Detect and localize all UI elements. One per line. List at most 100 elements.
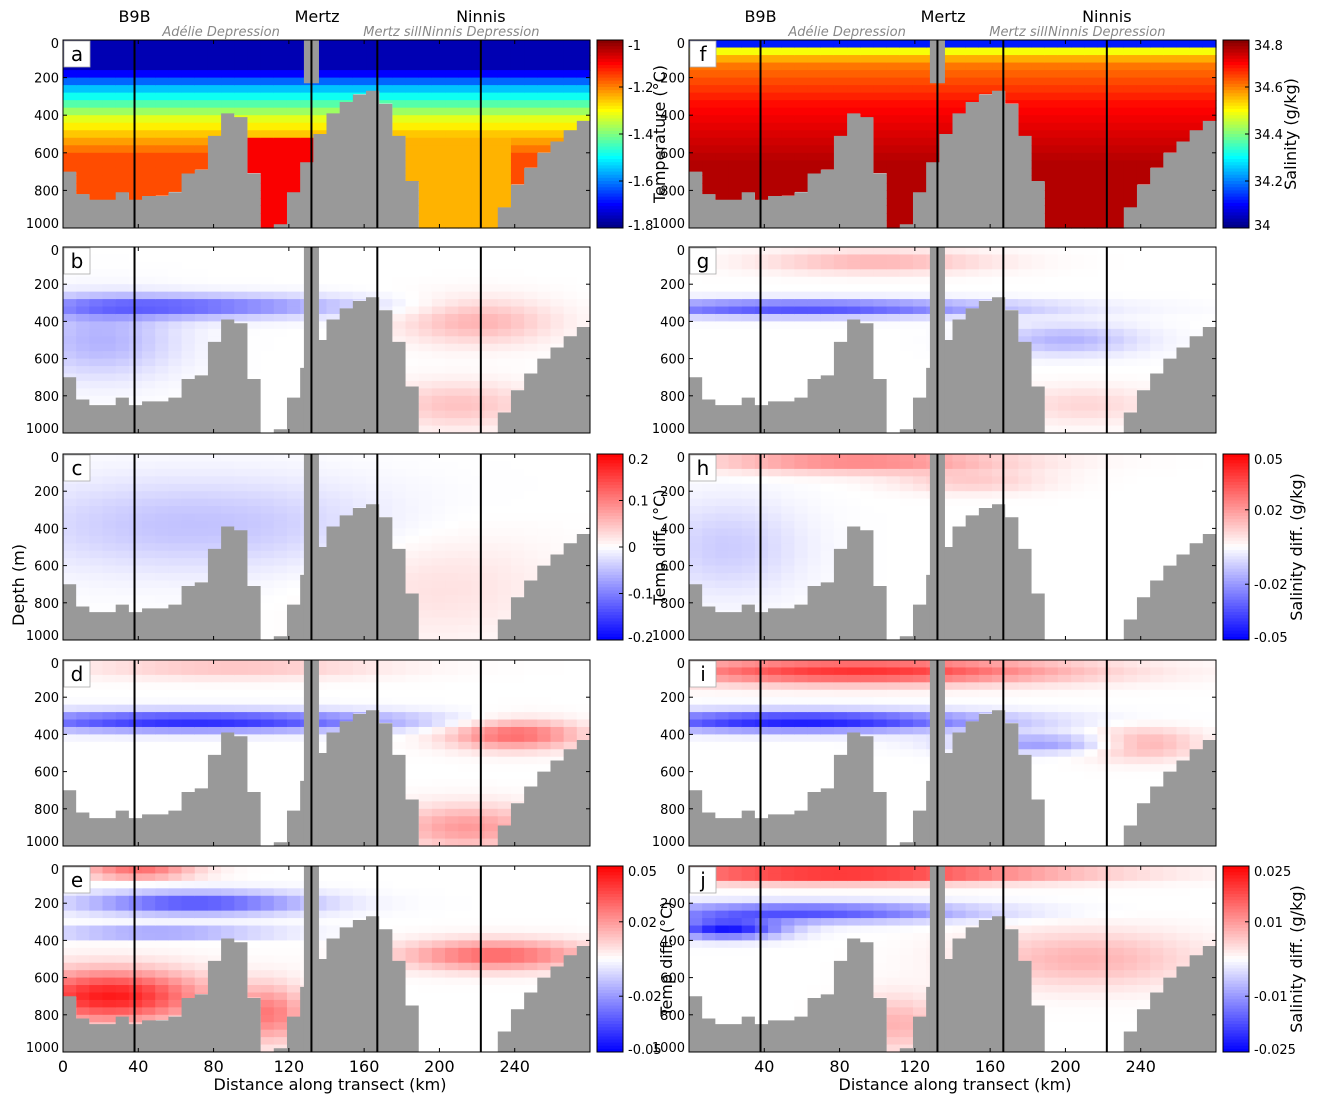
- field-cell: [1202, 107, 1217, 116]
- field-cell: [445, 667, 459, 676]
- field-cell: [563, 520, 578, 529]
- field-cell: [899, 220, 914, 226]
- field-cell: [912, 107, 927, 116]
- field-cell: [352, 269, 367, 278]
- field-cell: [754, 130, 769, 139]
- field-cell: [702, 358, 716, 367]
- field-cell: [471, 182, 486, 191]
- field-cell: [102, 558, 117, 567]
- field-cell: [1150, 137, 1164, 146]
- field-cell: [497, 880, 512, 889]
- field-cell: [128, 816, 143, 819]
- field-cell: [458, 160, 473, 169]
- field-cell: [168, 947, 183, 956]
- field-cell: [1110, 190, 1125, 199]
- field-cell: [510, 122, 525, 131]
- field-cell: [234, 712, 249, 721]
- field-cell: [102, 793, 117, 802]
- field-cell: [326, 247, 341, 256]
- field-cell: [431, 483, 446, 492]
- field-cell: [445, 77, 459, 86]
- field-cell: [741, 261, 756, 270]
- field-cell: [89, 704, 104, 713]
- field-cell: [715, 366, 730, 375]
- field-cell: [260, 771, 275, 780]
- field-cell: [807, 373, 822, 381]
- field-cell: [445, 395, 459, 404]
- field-cell: [550, 454, 565, 463]
- field-cell: [102, 92, 117, 101]
- field-cell: [181, 535, 196, 544]
- field-cell: [326, 40, 341, 49]
- field-cell: [458, 587, 473, 596]
- field-cell: [484, 130, 499, 139]
- field-cell: [326, 697, 341, 706]
- field-cell: [715, 328, 730, 337]
- field-cell: [247, 741, 262, 750]
- field-cell: [260, 47, 275, 56]
- field-cell: [89, 734, 104, 743]
- field-cell: [76, 130, 90, 139]
- field-cell: [458, 513, 473, 522]
- field-cell: [128, 40, 143, 49]
- field-cell: [445, 299, 459, 308]
- field-cell: [550, 925, 565, 934]
- field-cell: [445, 823, 459, 832]
- field-cell: [102, 573, 117, 582]
- field-cell: [550, 726, 565, 735]
- field-cell: [155, 808, 169, 815]
- field-cell: [326, 62, 341, 71]
- field-cell: [273, 152, 288, 161]
- field-cell: [537, 528, 552, 537]
- field-cell: [431, 734, 446, 743]
- field-cell: [155, 115, 169, 124]
- field-cell: [115, 550, 130, 559]
- field-cell: [524, 321, 538, 330]
- field-cell: [102, 587, 117, 596]
- field-cell: [326, 866, 341, 875]
- field-cell: [431, 674, 446, 683]
- field-cell: [510, 468, 525, 477]
- field-cell: [273, 366, 288, 375]
- field-cell: [563, 62, 578, 71]
- field-cell: [431, 918, 446, 927]
- field-cell: [313, 682, 328, 691]
- field-cell: [754, 55, 769, 64]
- field-cell: [405, 491, 420, 500]
- field-cell: [221, 62, 235, 71]
- field-cell: [181, 880, 196, 889]
- field-cell: [1110, 115, 1125, 124]
- field-cell: [912, 190, 927, 193]
- field-cell: [1044, 55, 1059, 64]
- field-cell: [142, 779, 156, 788]
- field-cell: [326, 100, 341, 109]
- field-cell: [247, 749, 262, 758]
- field-cell: [181, 558, 196, 567]
- panel-frame: [62, 39, 591, 229]
- field-cell: [807, 55, 822, 64]
- field-cell: [234, 92, 249, 101]
- field-cell: [273, 992, 288, 1001]
- field-cell: [418, 454, 433, 463]
- field-cell: [781, 70, 795, 79]
- field-cell: [754, 261, 769, 270]
- field-cell: [1018, 321, 1033, 330]
- field-cell: [524, 47, 538, 56]
- field-cell: [728, 77, 743, 86]
- field-cell: [431, 977, 446, 986]
- field-cell: [260, 587, 275, 596]
- field-cell: [76, 940, 90, 949]
- field-cell: [273, 749, 288, 758]
- field-cell: [471, 689, 486, 698]
- field-cell: [445, 587, 459, 596]
- field-cell: [471, 55, 486, 64]
- field-cell: [405, 712, 420, 721]
- field-cell: [445, 343, 459, 352]
- field-cell: [221, 55, 235, 64]
- field-cell: [754, 85, 769, 94]
- field-cell: [497, 483, 512, 492]
- field-cell: [247, 925, 262, 934]
- field-cell: [886, 291, 901, 300]
- field-cell: [794, 107, 809, 116]
